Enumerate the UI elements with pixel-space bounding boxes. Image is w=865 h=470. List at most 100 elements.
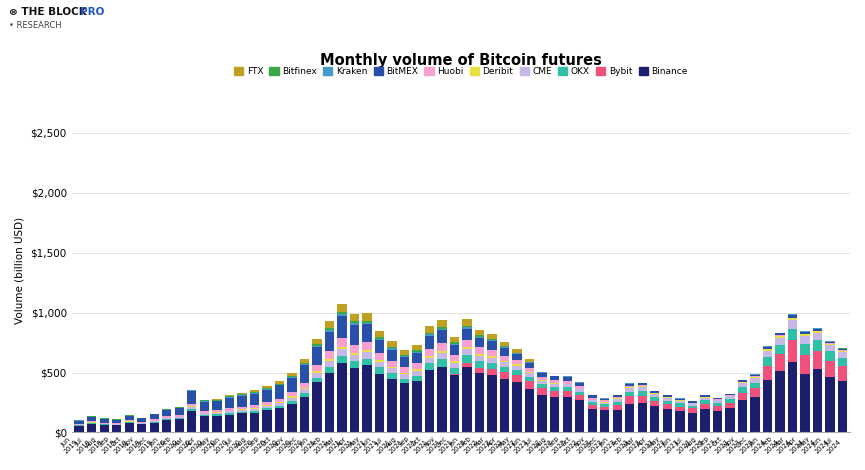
Bar: [562, 381, 572, 384]
Bar: [625, 392, 634, 397]
Bar: [512, 366, 522, 370]
Bar: [638, 396, 647, 403]
Bar: [262, 388, 272, 389]
Bar: [324, 351, 334, 359]
Bar: [550, 384, 560, 387]
Bar: [450, 375, 459, 432]
Bar: [600, 405, 610, 407]
Bar: [375, 340, 384, 353]
Bar: [362, 342, 372, 350]
Bar: [125, 416, 134, 421]
Bar: [750, 388, 759, 397]
Bar: [137, 422, 146, 423]
Bar: [187, 404, 196, 407]
Bar: [87, 422, 96, 423]
Bar: [562, 377, 572, 381]
Bar: [425, 335, 434, 336]
Bar: [425, 370, 434, 432]
Bar: [212, 414, 221, 415]
Bar: [337, 316, 347, 338]
Bar: [738, 380, 747, 382]
Text: PRO: PRO: [80, 7, 104, 17]
Bar: [349, 321, 359, 323]
Bar: [550, 397, 560, 432]
Bar: [525, 377, 535, 381]
Bar: [375, 374, 384, 432]
Bar: [388, 367, 397, 368]
Bar: [663, 397, 672, 398]
Bar: [349, 345, 359, 352]
Bar: [487, 363, 497, 369]
Bar: [487, 369, 497, 375]
Bar: [262, 386, 272, 388]
Bar: [400, 356, 409, 357]
Bar: [413, 369, 422, 371]
Bar: [175, 407, 184, 408]
Bar: [625, 387, 634, 388]
Bar: [512, 354, 522, 360]
Bar: [349, 323, 359, 325]
Bar: [425, 358, 434, 363]
Legend: FTX, Bitfinex, Kraken, BitMEX, Huobi, Deribit, CME, OKX, Bybit, Binance: FTX, Bitfinex, Kraken, BitMEX, Huobi, De…: [230, 63, 691, 79]
Bar: [300, 363, 309, 364]
Y-axis label: Volume (billion USD): Volume (billion USD): [15, 217, 25, 324]
Bar: [575, 389, 585, 390]
Bar: [750, 376, 759, 377]
Bar: [287, 373, 297, 376]
Bar: [200, 413, 209, 415]
Bar: [375, 337, 384, 339]
Bar: [838, 352, 847, 358]
Bar: [324, 332, 334, 351]
Bar: [600, 410, 610, 432]
Bar: [400, 384, 409, 432]
Bar: [312, 344, 322, 346]
Bar: [237, 410, 247, 412]
Bar: [337, 363, 347, 432]
Bar: [125, 421, 134, 422]
Bar: [337, 304, 347, 312]
Bar: [750, 378, 759, 383]
Bar: [450, 342, 459, 344]
Bar: [688, 408, 697, 413]
Bar: [200, 402, 209, 411]
Bar: [212, 401, 221, 410]
Bar: [562, 397, 572, 432]
Bar: [612, 395, 622, 397]
Bar: [713, 406, 722, 411]
Bar: [400, 367, 409, 373]
Bar: [187, 390, 196, 391]
Bar: [375, 330, 384, 337]
Bar: [362, 359, 372, 365]
Bar: [500, 347, 509, 348]
Bar: [537, 372, 547, 373]
Bar: [775, 333, 785, 336]
Bar: [825, 345, 835, 351]
Bar: [475, 355, 484, 361]
Bar: [250, 411, 259, 413]
Bar: [713, 411, 722, 432]
Bar: [763, 357, 772, 366]
Bar: [587, 400, 597, 402]
Bar: [675, 407, 684, 411]
Bar: [775, 345, 785, 354]
Bar: [99, 419, 109, 423]
Bar: [287, 398, 297, 401]
Bar: [324, 321, 334, 328]
Bar: [525, 372, 535, 373]
Bar: [225, 397, 234, 398]
Bar: [463, 367, 471, 432]
Bar: [162, 410, 171, 416]
Bar: [337, 312, 347, 314]
Bar: [638, 403, 647, 432]
Bar: [750, 377, 759, 378]
Bar: [438, 367, 446, 432]
Bar: [575, 400, 585, 432]
Bar: [388, 360, 397, 367]
Bar: [388, 341, 397, 347]
Bar: [362, 350, 372, 352]
Bar: [463, 349, 471, 355]
Bar: [663, 404, 672, 409]
Bar: [324, 373, 334, 432]
Bar: [312, 378, 322, 382]
Bar: [250, 391, 259, 392]
